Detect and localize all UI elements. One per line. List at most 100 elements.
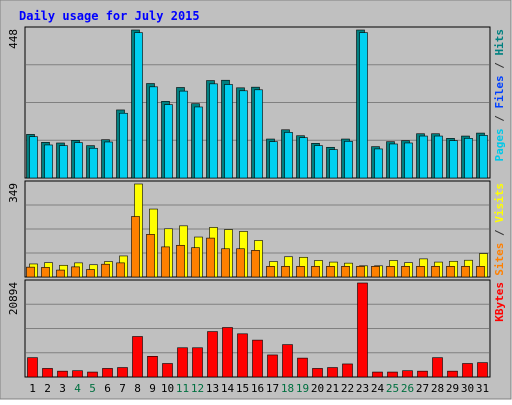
bar-kbytes — [357, 282, 368, 378]
bar-files — [254, 89, 263, 179]
bar-kbytes — [192, 347, 203, 378]
bar-sites — [281, 266, 290, 278]
bar-files — [74, 142, 83, 179]
bar-sites — [221, 248, 230, 278]
bar-files — [89, 147, 98, 179]
bar-files — [239, 90, 248, 179]
bar-kbytes — [477, 362, 488, 378]
bar-kbytes — [147, 356, 158, 378]
bar-kbytes — [447, 370, 458, 378]
x-tick-label: 29 — [446, 382, 459, 395]
x-tick-label: 7 — [119, 382, 126, 395]
bar-kbytes — [462, 363, 473, 378]
bar-sites — [251, 250, 260, 278]
bar-sites — [371, 266, 380, 278]
bar-sites — [416, 266, 425, 278]
bar-files — [434, 135, 443, 179]
bar-sites — [296, 266, 305, 278]
x-tick-label: 23 — [356, 382, 369, 395]
bar-files — [404, 142, 413, 179]
x-tick-label: 15 — [236, 382, 249, 395]
bar-files — [209, 83, 218, 179]
bar-kbytes — [27, 357, 38, 378]
x-tick-label: 24 — [371, 382, 385, 395]
bar-files — [149, 86, 158, 179]
bar-sites — [341, 266, 350, 278]
bar-sites — [446, 266, 455, 278]
bar-kbytes — [417, 370, 428, 378]
bar-kbytes — [102, 368, 113, 378]
x-tick-label: 22 — [341, 382, 354, 395]
bar-sites — [131, 216, 140, 278]
bar-kbytes — [237, 333, 248, 378]
bar-kbytes — [162, 363, 173, 378]
bar-files — [224, 84, 233, 179]
bar-files — [44, 144, 53, 179]
x-tick-label: 18 — [281, 382, 294, 395]
bar-kbytes — [327, 367, 338, 378]
legend-entry: KBytes — [493, 282, 506, 322]
x-tick-label: 30 — [461, 382, 474, 395]
bar-sites — [386, 266, 395, 278]
x-tick-label: 19 — [296, 382, 309, 395]
bar-sites — [56, 269, 65, 278]
x-tick-label: 3 — [59, 382, 66, 395]
bar-sites — [266, 266, 275, 278]
bar-kbytes — [267, 354, 278, 378]
bar-files — [464, 138, 473, 179]
bar-files — [329, 149, 338, 179]
x-tick-label: 25 — [386, 382, 399, 395]
x-tick-label: 4 — [74, 382, 81, 395]
x-tick-label: 11 — [176, 382, 189, 395]
x-tick-label: 5 — [89, 382, 96, 395]
bar-sites — [461, 266, 470, 278]
bar-kbytes — [282, 344, 293, 378]
y-max-label-hits: 448 — [7, 29, 20, 49]
bar-files — [344, 141, 353, 179]
bar-files — [359, 32, 368, 179]
legend-entry: Pages — [493, 128, 506, 161]
bar-kbytes — [432, 357, 443, 378]
x-tick-label: 14 — [221, 382, 235, 395]
x-tick-label: 17 — [266, 382, 279, 395]
y-max-label-kbytes: 20894 — [7, 282, 20, 315]
x-tick-label: 13 — [206, 382, 219, 395]
chart-title: Daily usage for July 2015 — [19, 9, 200, 23]
bar-sites — [401, 266, 410, 278]
bar-kbytes — [252, 339, 263, 378]
x-tick-label: 27 — [416, 382, 429, 395]
bar-files — [119, 112, 128, 179]
bar-kbytes — [387, 371, 398, 378]
bar-sites — [176, 244, 185, 278]
legend-visits: Sites / Visits — [493, 183, 506, 276]
bar-files — [269, 141, 278, 179]
x-axis: 1 2 3 4 5 6 7 8 9 10 11 12 13 14 15 16 17 18 19 20 21 22 23 24 2… — [29, 382, 489, 395]
legend-entry: / — [493, 109, 506, 129]
bar-kbytes — [342, 363, 353, 378]
bar-kbytes — [177, 347, 188, 378]
bar-kbytes — [222, 327, 233, 378]
bar-kbytes — [297, 357, 308, 378]
bar-files — [29, 136, 38, 179]
legend-entry: Visits — [493, 183, 506, 223]
bar-sites — [191, 247, 200, 278]
x-tick-label: 31 — [476, 382, 489, 395]
x-tick-label: 6 — [104, 382, 111, 395]
legend-hits: Pages / Files / Hits — [493, 29, 506, 162]
x-tick-label: 9 — [149, 382, 156, 395]
bar-kbytes — [372, 371, 383, 378]
bar-files — [284, 132, 293, 179]
bar-kbytes — [312, 368, 323, 378]
legend-entry: Hits — [493, 29, 506, 56]
bar-files — [389, 143, 398, 179]
y-max-label-visits: 349 — [7, 183, 20, 203]
bar-files — [299, 137, 308, 179]
bar-files — [419, 135, 428, 179]
bar-kbytes — [72, 370, 83, 378]
panel-hits: 448 Pages / Files / Hits — [7, 26, 506, 179]
bar-kbytes — [207, 331, 218, 378]
bar-sites — [236, 248, 245, 278]
bar-sites — [116, 262, 125, 278]
bar-files — [479, 135, 488, 179]
